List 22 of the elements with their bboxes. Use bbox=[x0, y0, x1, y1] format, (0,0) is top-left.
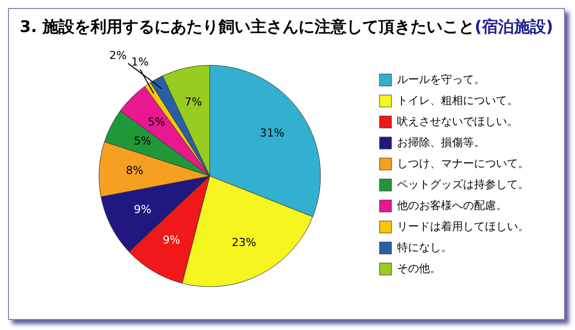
legend-label: その他。 bbox=[397, 262, 441, 275]
legend-label: ルールを守って。 bbox=[397, 72, 485, 86]
legend-label: リードは着用してほしい。 bbox=[397, 220, 529, 233]
legend-label: 吠えさせないでほしい。 bbox=[397, 114, 518, 128]
legend-label: しつけ、マナーについて。 bbox=[397, 156, 529, 170]
legend-label: トイレ、粗相について。 bbox=[397, 94, 518, 107]
data-label: 5% bbox=[134, 134, 152, 148]
legend-label: ペットグッズは持参して。 bbox=[397, 178, 529, 191]
data-label: 5% bbox=[148, 116, 166, 129]
data-label: 2% bbox=[109, 49, 127, 62]
chart-title: 3. 施設を利用するにあたり飼い主さんに注意して頂きたいこと bbox=[20, 17, 475, 36]
data-label: 23% bbox=[232, 236, 256, 249]
chart-subtitle: (宿泊施設) bbox=[474, 17, 554, 36]
legend-label: 他のお客様への配慮。 bbox=[397, 198, 507, 212]
legend-label: 特になし。 bbox=[397, 240, 452, 254]
data-label: 31% bbox=[260, 126, 284, 140]
data-label: 7% bbox=[184, 95, 202, 108]
legend-label: お掃除、損傷等。 bbox=[397, 136, 485, 149]
data-label: 9% bbox=[162, 234, 180, 247]
data-label: 9% bbox=[134, 203, 152, 216]
data-label: 8% bbox=[126, 164, 144, 178]
data-label: 1% bbox=[131, 55, 149, 68]
